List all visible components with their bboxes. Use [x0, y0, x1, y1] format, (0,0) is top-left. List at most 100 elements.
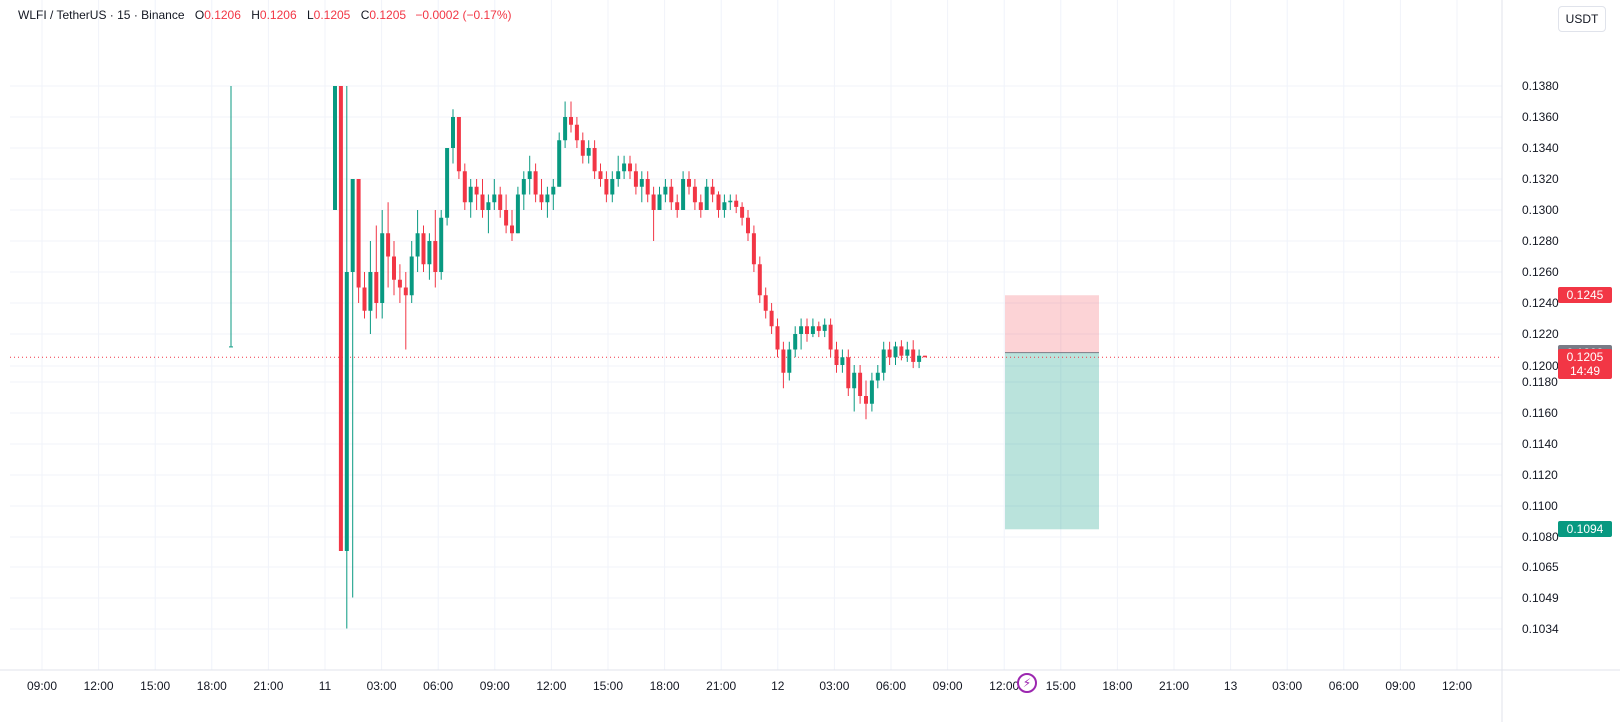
candle-body	[704, 186, 709, 210]
candle	[923, 355, 927, 358]
candle-body	[905, 349, 910, 356]
candle	[663, 179, 668, 203]
time-tick-label: 12	[771, 679, 785, 693]
candle	[486, 194, 491, 234]
price-tick-label: 0.1080	[1522, 530, 1559, 544]
candle	[557, 132, 562, 187]
lightning-icon[interactable]: ⚡	[1017, 673, 1037, 693]
target-zone[interactable]	[1005, 352, 1099, 530]
candle-body	[781, 349, 786, 373]
candle-body	[569, 117, 573, 125]
candle-body	[840, 357, 845, 365]
candle-body	[710, 186, 715, 195]
candle	[403, 272, 408, 350]
candle	[462, 163, 467, 210]
candle	[350, 179, 355, 598]
candle-body	[539, 194, 544, 203]
candle	[781, 341, 786, 389]
last-price-value: 0.1205	[1566, 350, 1604, 365]
candle-body	[775, 326, 780, 350]
candle-body	[229, 346, 233, 348]
price-tick-label: 0.1260	[1522, 265, 1559, 279]
price-tick-label: 0.1300	[1522, 203, 1559, 217]
bar-countdown: 14:49	[1569, 364, 1601, 379]
price-tick-label: 0.1140	[1522, 437, 1558, 451]
candle-body	[451, 117, 455, 148]
candle-body	[722, 202, 727, 210]
candle-body	[610, 179, 615, 195]
candle	[374, 225, 379, 319]
candle	[338, 86, 343, 551]
candle	[433, 210, 438, 288]
candle-body	[628, 163, 632, 172]
time-axis[interactable]: 09:00 12:00 15:00 18:00 21:00 11 03:00 06:00 09:…	[0, 669, 1620, 693]
candle	[362, 272, 367, 319]
candle	[769, 303, 774, 334]
candle-body	[498, 194, 503, 210]
currency-button[interactable]: USDT	[1558, 6, 1606, 32]
candle	[687, 171, 691, 195]
candle	[498, 186, 503, 218]
candle	[622, 155, 627, 179]
candle-body	[805, 326, 809, 334]
candle	[846, 349, 851, 396]
candle	[763, 287, 768, 319]
candle-body	[734, 200, 739, 207]
candle-body	[864, 396, 868, 404]
candle-body	[380, 233, 385, 303]
price-tick-label: 0.1320	[1522, 172, 1559, 186]
candle-body	[350, 179, 355, 272]
candle	[574, 117, 579, 148]
candle	[881, 341, 886, 381]
candle	[563, 101, 568, 148]
open-label: O	[194, 8, 205, 22]
candle-body	[763, 295, 768, 311]
symbol-title[interactable]: WLFI / TetherUS · 15 · Binance	[18, 8, 185, 22]
stop-zone[interactable]	[1005, 295, 1099, 353]
candle-body	[468, 186, 473, 203]
price-tick-label: 0.1240	[1522, 296, 1559, 310]
price-tick-label: 0.1340	[1522, 141, 1559, 155]
candle-body	[616, 171, 621, 179]
candle-body	[728, 200, 733, 203]
time-tick-label: 09:00	[480, 679, 510, 693]
candle-body	[445, 148, 450, 218]
candle-body	[604, 179, 609, 195]
candle	[456, 117, 461, 179]
candle-body	[368, 272, 373, 311]
candle-body	[403, 287, 408, 296]
candle	[751, 225, 756, 272]
candle-body	[474, 186, 479, 195]
candle	[746, 210, 750, 241]
candle	[710, 179, 715, 203]
candle-body	[822, 324, 827, 331]
candle-body	[527, 171, 532, 179]
candle	[539, 179, 544, 210]
candle	[675, 194, 680, 218]
candle	[899, 340, 904, 361]
candle-body	[911, 349, 916, 362]
candle	[421, 225, 426, 272]
price-tick-label: 0.1220	[1522, 327, 1559, 341]
price-tick-label: 0.1120	[1522, 468, 1558, 482]
price-axis[interactable]: 0.1380 0.1360 0.1340 0.1320 0.1300 0.1280 0.12…	[1501, 0, 1559, 722]
candle-body	[893, 346, 898, 358]
candle	[415, 210, 420, 272]
candle-body	[881, 349, 886, 373]
candle-body	[716, 194, 721, 210]
time-tick-label: 12:00	[989, 679, 1019, 693]
candle	[586, 140, 591, 164]
candle-body	[486, 202, 491, 210]
time-tick-label: 03:00	[819, 679, 849, 693]
candle-body	[917, 355, 922, 362]
candle	[810, 318, 815, 338]
candle	[775, 318, 780, 358]
long-position-tool[interactable]	[1005, 295, 1099, 530]
candle	[392, 241, 396, 296]
candle	[616, 155, 621, 187]
time-tick-label: 06:00	[876, 679, 906, 693]
time-tick-label: 12:00	[536, 679, 566, 693]
candle-body	[663, 186, 668, 195]
close-value: 0.1205	[369, 8, 407, 22]
